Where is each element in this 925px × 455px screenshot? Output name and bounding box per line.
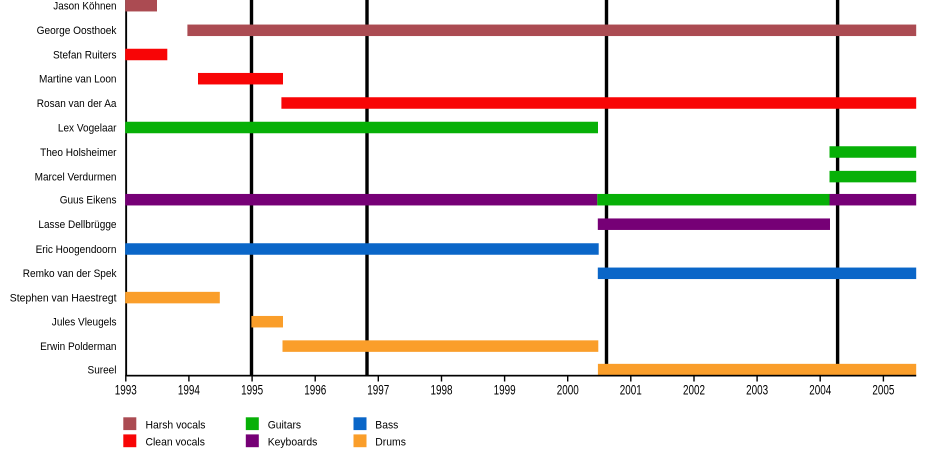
- svg-text:Marcel Verdurmen: Marcel Verdurmen: [35, 172, 117, 184]
- svg-text:Harsh vocals: Harsh vocals: [146, 420, 206, 432]
- svg-text:1993: 1993: [115, 382, 137, 397]
- svg-text:Jules Vleugels: Jules Vleugels: [52, 317, 117, 329]
- svg-text:Clean vocals: Clean vocals: [146, 436, 206, 448]
- svg-text:1998: 1998: [431, 382, 453, 397]
- svg-text:Theo Holsheimer: Theo Holsheimer: [40, 147, 117, 159]
- svg-text:Stefan Ruiters: Stefan Ruiters: [53, 49, 117, 61]
- svg-text:George Oosthoek: George Oosthoek: [37, 25, 117, 37]
- svg-text:2001: 2001: [620, 382, 642, 397]
- svg-text:2000: 2000: [557, 382, 579, 397]
- svg-text:Lex Vogelaar: Lex Vogelaar: [58, 122, 117, 134]
- svg-text:1999: 1999: [494, 382, 516, 397]
- svg-text:Erwin Polderman: Erwin Polderman: [40, 341, 116, 353]
- svg-text:2004: 2004: [809, 382, 831, 397]
- svg-text:Jason Köhnen: Jason Köhnen: [53, 1, 116, 13]
- svg-text:Eric Hoogendoorn: Eric Hoogendoorn: [36, 244, 117, 256]
- svg-text:Remko van der Spek: Remko van der Spek: [23, 268, 117, 280]
- svg-text:Guus Eikens: Guus Eikens: [60, 195, 117, 207]
- svg-text:1997: 1997: [367, 382, 389, 397]
- svg-text:2005: 2005: [872, 382, 894, 397]
- svg-text:1994: 1994: [178, 382, 200, 397]
- svg-text:Sureel: Sureel: [88, 365, 117, 377]
- svg-text:Rosan van der Aa: Rosan van der Aa: [37, 98, 117, 110]
- svg-text:1996: 1996: [304, 382, 326, 397]
- svg-text:Guitars: Guitars: [268, 420, 302, 432]
- svg-text:Drums: Drums: [375, 436, 406, 448]
- svg-text:Martine van Loon: Martine van Loon: [39, 74, 117, 86]
- svg-text:2003: 2003: [746, 382, 768, 397]
- svg-text:Bass: Bass: [375, 420, 398, 432]
- svg-text:Keyboards: Keyboards: [268, 436, 318, 448]
- svg-text:Lasse Dellbrügge: Lasse Dellbrügge: [38, 219, 116, 231]
- svg-text:2002: 2002: [683, 382, 705, 397]
- svg-text:Stephen van Haestregt: Stephen van Haestregt: [10, 293, 117, 305]
- svg-text:1995: 1995: [241, 382, 263, 397]
